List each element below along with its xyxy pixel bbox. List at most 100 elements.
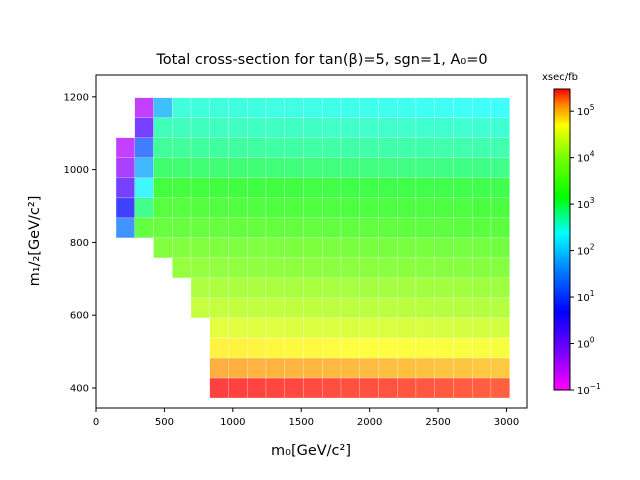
heatmap-cell: [359, 117, 379, 138]
heatmap-cell: [209, 357, 229, 379]
heatmap-cell: [209, 237, 229, 259]
heatmap-cell: [434, 357, 454, 379]
heatmap-cell: [190, 277, 210, 299]
heatmap-cell: [190, 117, 210, 138]
heatmap-cell: [228, 177, 248, 199]
heatmap-cell: [209, 257, 229, 279]
heatmap-cell: [228, 317, 248, 339]
heatmap-cell: [378, 97, 398, 118]
heatmap-cell: [284, 257, 304, 279]
heatmap-cell: [284, 117, 304, 138]
heatmap-cell: [228, 197, 248, 219]
heatmap-cell: [378, 357, 398, 379]
heatmap-cell: [434, 377, 454, 399]
heatmap-cell: [172, 177, 192, 199]
heatmap-cell: [397, 97, 417, 118]
heatmap-cell: [190, 97, 210, 118]
heatmap-cell: [265, 197, 285, 219]
heatmap-cell: [434, 257, 454, 279]
chart-title: Total cross-section for tan(β)=5, sgn=1,…: [155, 52, 487, 68]
heatmap-cell: [397, 337, 417, 359]
heatmap-cell: [472, 217, 492, 239]
heatmap-cell: [378, 237, 398, 259]
heatmap-cell: [434, 117, 454, 138]
heatmap-cell: [359, 337, 379, 359]
heatmap-cell: [397, 177, 417, 199]
heatmap-cell: [453, 357, 473, 379]
heatmap-cell: [397, 357, 417, 379]
heatmap-cell: [322, 137, 342, 158]
heatmap-cell: [453, 377, 473, 399]
heatmap-cell: [209, 377, 229, 399]
heatmap-cell: [490, 97, 510, 118]
heatmap-cell: [453, 117, 473, 138]
heatmap-cell: [340, 377, 360, 399]
heatmap-cell: [247, 377, 267, 399]
heatmap-cell: [322, 237, 342, 259]
heatmap-cell: [284, 217, 304, 239]
heatmap-cell: [172, 197, 192, 219]
heatmap-cell: [453, 177, 473, 199]
heatmap-cells: [115, 97, 510, 399]
colorbar-tick-label: 105: [577, 103, 595, 118]
heatmap-cell: [490, 337, 510, 359]
x-tick-label: 3000: [494, 417, 519, 428]
heatmap-cell: [115, 177, 135, 199]
heatmap-cell: [265, 157, 285, 179]
heatmap-cell: [247, 357, 267, 379]
heatmap-cell: [434, 297, 454, 319]
heatmap-cell: [322, 157, 342, 179]
heatmap-cell: [378, 337, 398, 359]
heatmap-cell: [472, 197, 492, 219]
heatmap-cell: [303, 177, 323, 199]
heatmap-cell: [153, 177, 173, 199]
heatmap-cell: [284, 357, 304, 379]
heatmap-cell: [228, 217, 248, 239]
heatmap-cell: [265, 277, 285, 299]
heatmap-cell: [340, 197, 360, 219]
heatmap-cell: [490, 197, 510, 219]
heatmap-cell: [397, 117, 417, 138]
heatmap-cell: [359, 357, 379, 379]
heatmap-cell: [265, 177, 285, 199]
heatmap-cell: [153, 137, 173, 158]
heatmap-cell: [340, 337, 360, 359]
heatmap-cell: [322, 97, 342, 118]
y-tick-label: 400: [70, 383, 89, 394]
heatmap-cell: [209, 277, 229, 299]
colorbar-strip: [553, 88, 571, 391]
heatmap-cell: [490, 357, 510, 379]
heatmap-cell: [490, 137, 510, 158]
heatmap-cell: [303, 237, 323, 259]
heatmap-cell: [340, 177, 360, 199]
heatmap-cell: [434, 197, 454, 219]
heatmap-cell: [378, 277, 398, 299]
heatmap-cell: [415, 97, 435, 118]
heatmap-cell: [228, 257, 248, 279]
heatmap-cell: [378, 317, 398, 339]
heatmap-cell: [415, 257, 435, 279]
heatmap-cell: [322, 337, 342, 359]
colorbar-tick-label: 104: [577, 150, 595, 165]
heatmap-cell: [172, 237, 192, 259]
y-tick-label: 1000: [64, 165, 89, 176]
heatmap-cell: [265, 257, 285, 279]
heatmap-cell: [359, 277, 379, 299]
heatmap-cell: [490, 217, 510, 239]
colorbar-tick-label: 10−1: [577, 382, 601, 397]
heatmap-cell: [490, 277, 510, 299]
heatmap-cell: [190, 177, 210, 199]
heatmap-cell: [322, 297, 342, 319]
heatmap-cell: [472, 177, 492, 199]
heatmap-cell: [303, 297, 323, 319]
heatmap-cell: [322, 277, 342, 299]
heatmap-cell: [247, 97, 267, 118]
heatmap-cell: [415, 177, 435, 199]
heatmap-cell: [228, 237, 248, 259]
heatmap-cell: [190, 137, 210, 158]
heatmap-cell: [265, 97, 285, 118]
heatmap-cell: [359, 177, 379, 199]
heatmap-cell: [490, 377, 510, 399]
heatmap-cell: [490, 157, 510, 179]
heatmap-cell: [378, 377, 398, 399]
